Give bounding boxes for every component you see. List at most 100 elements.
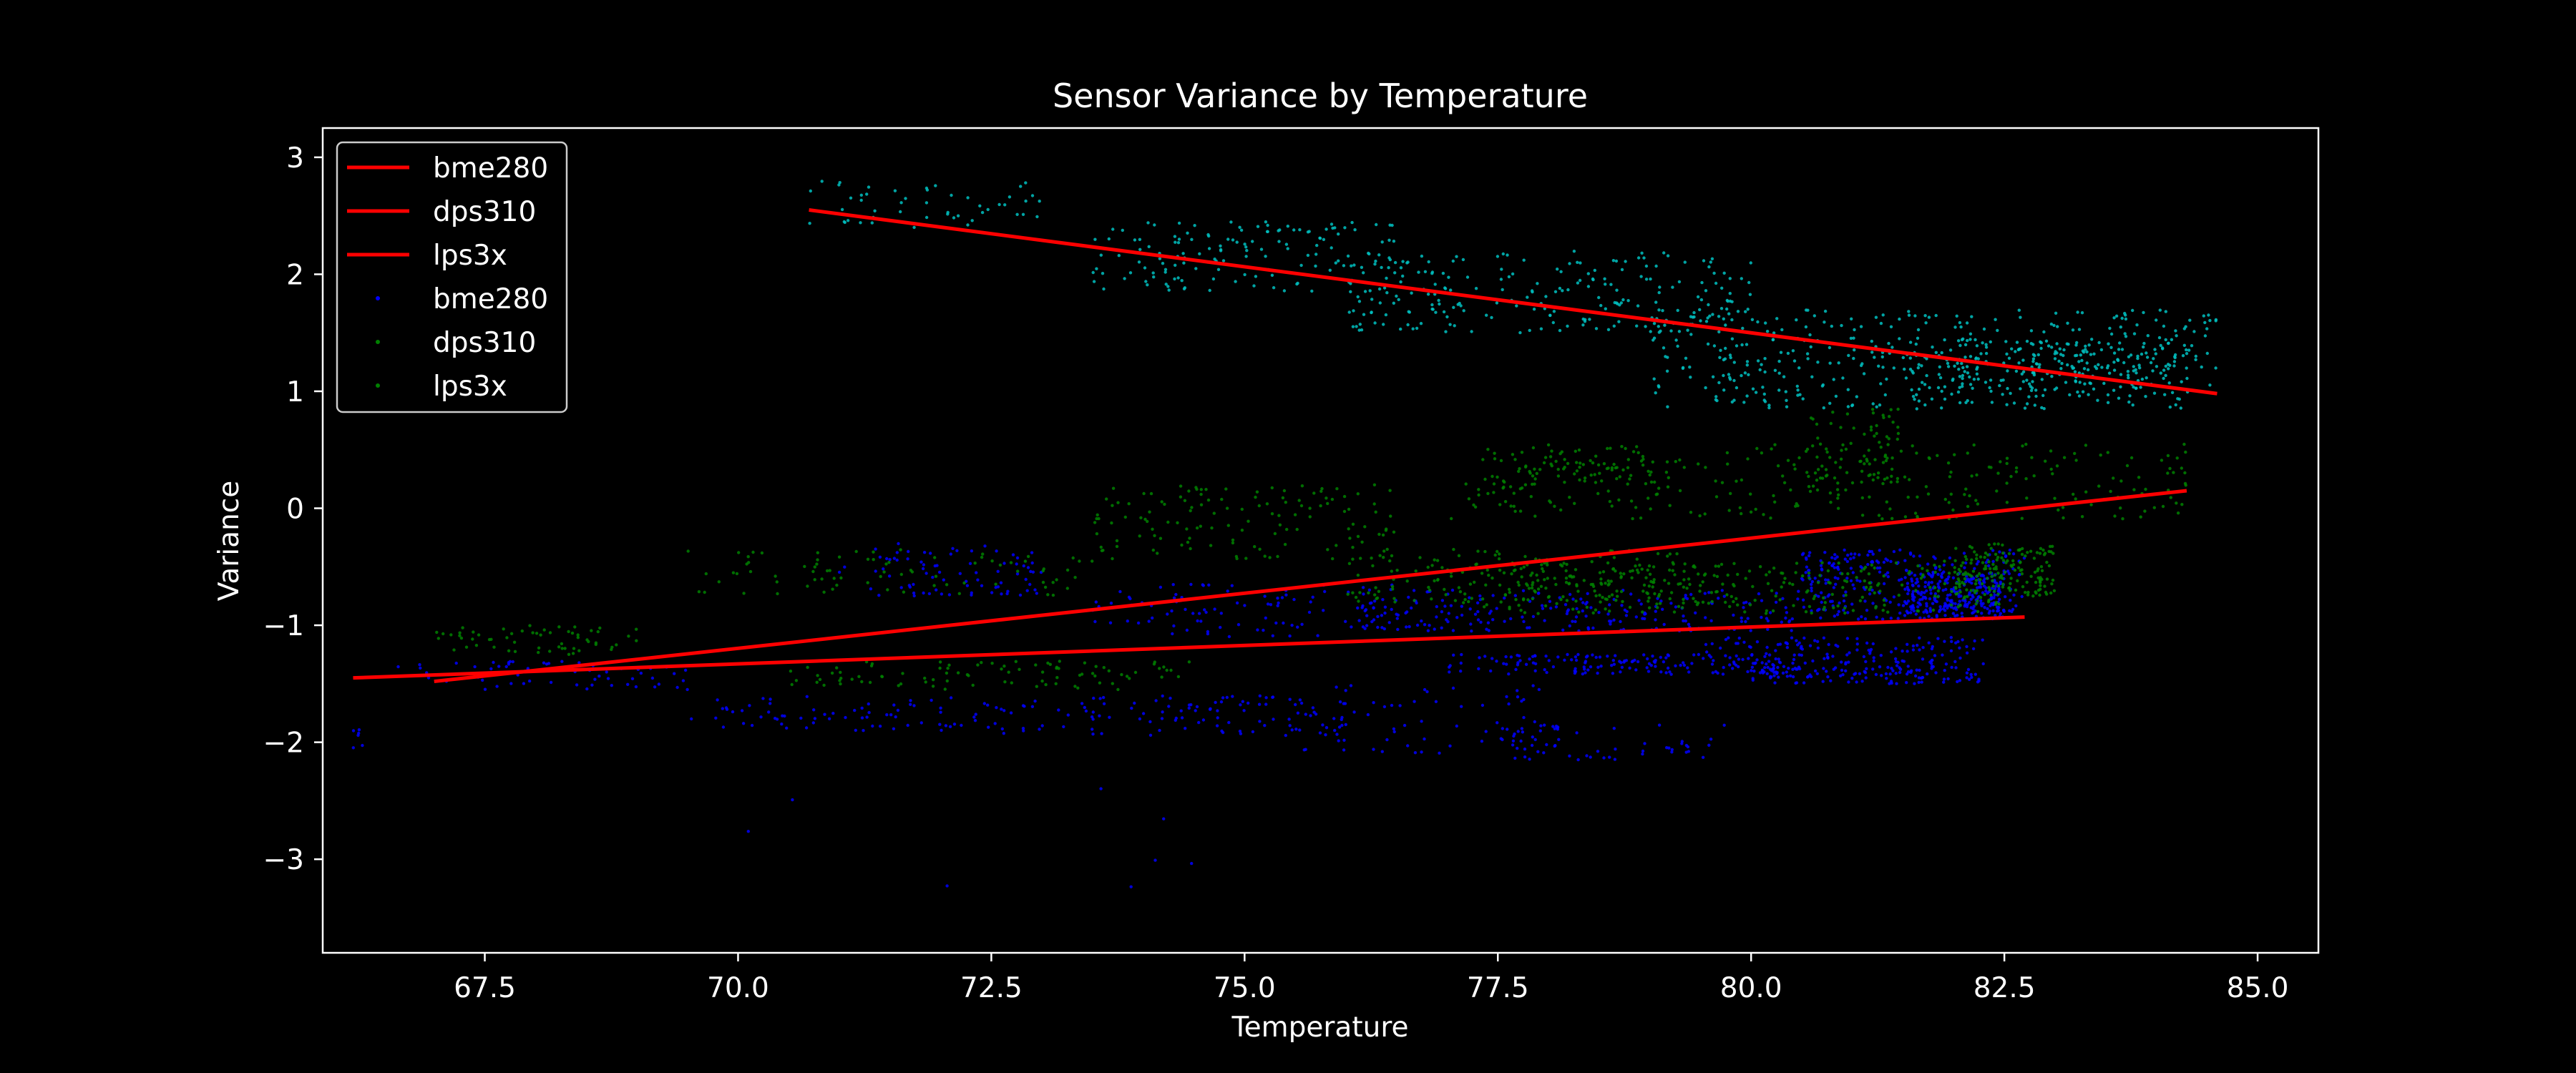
scatter-point xyxy=(1607,582,1611,586)
scatter-point xyxy=(1829,679,1833,682)
scatter-point xyxy=(1916,495,1919,499)
scatter-point xyxy=(1496,475,1499,479)
scatter-point xyxy=(1330,246,1333,250)
x-axis-ticks: 67.5 70.0 72.5 75.0 77.5 80.0 82.5 85.0 xyxy=(454,953,2288,1004)
scatter-point xyxy=(927,592,932,596)
scatter-point xyxy=(1172,596,1176,599)
scatter-point xyxy=(1179,495,1183,499)
scatter-point xyxy=(1531,614,1536,619)
scatter-point xyxy=(1365,614,1369,617)
scatter-point xyxy=(970,593,973,597)
scatter-point xyxy=(1904,376,1908,380)
scatter-point xyxy=(1911,589,1915,594)
scatter-point xyxy=(1850,677,1854,680)
scatter-point xyxy=(1884,672,1888,676)
scatter-point xyxy=(1436,577,1440,582)
scatter-point xyxy=(2080,358,2084,363)
scatter-point xyxy=(1199,524,1203,528)
scatter-point xyxy=(1913,314,1917,318)
scatter-point xyxy=(1343,226,1347,230)
scatter-point xyxy=(1460,604,1464,608)
scatter-point xyxy=(1850,403,1855,407)
scatter-point xyxy=(2042,330,2046,334)
scatter-point xyxy=(1264,702,1268,706)
scatter-point xyxy=(888,558,892,562)
scatter-point xyxy=(1351,325,1355,328)
scatter-point xyxy=(1169,696,1172,700)
scatter-point xyxy=(1995,582,1999,585)
scatter-point xyxy=(1093,521,1097,524)
scatter-point xyxy=(1822,636,1826,640)
scatter-point xyxy=(1426,293,1430,296)
scatter-point xyxy=(776,592,779,596)
scatter-point xyxy=(1483,477,1487,481)
scatter-point xyxy=(1641,749,1645,753)
scatter-point xyxy=(1610,468,1614,472)
scatter-point xyxy=(1526,295,1529,299)
scatter-point xyxy=(1863,579,1866,583)
scatter-point xyxy=(1498,503,1502,506)
scatter-point xyxy=(1496,255,1500,258)
scatter-point xyxy=(1311,595,1314,599)
scatter-point xyxy=(1188,536,1191,540)
scatter-point xyxy=(2208,383,2212,387)
scatter-point xyxy=(1626,458,1630,461)
scatter-point xyxy=(1963,595,1966,599)
scatter-point xyxy=(1349,684,1353,687)
scatter-point xyxy=(1771,338,1775,341)
scatter-point xyxy=(1907,572,1911,575)
scatter-point xyxy=(1174,263,1177,267)
scatter-point xyxy=(1772,331,1776,335)
scatter-point xyxy=(1433,558,1436,562)
scatter-point xyxy=(2001,543,2004,547)
scatter-point xyxy=(1870,339,1873,343)
y-axis-label: Variance xyxy=(213,481,245,601)
scatter-point xyxy=(1742,401,1746,404)
scatter-point xyxy=(1529,495,1533,499)
scatter-point xyxy=(912,594,916,598)
scatter-point xyxy=(1462,309,1465,313)
scatter-point xyxy=(1615,477,1619,481)
scatter-point xyxy=(2174,403,2177,407)
scatter-point xyxy=(1786,351,1790,356)
scatter-point xyxy=(1801,397,1805,401)
scatter-point xyxy=(931,685,935,688)
scatter-point xyxy=(1022,564,1026,568)
scatter-point xyxy=(2023,406,2027,410)
scatter-point xyxy=(1698,514,1702,518)
scatter-point xyxy=(1495,660,1498,663)
scatter-point xyxy=(1915,668,1918,672)
scatter-point xyxy=(1736,642,1740,645)
scatter-point xyxy=(2007,356,2011,360)
scatter-point xyxy=(1765,672,1769,675)
scatter-point xyxy=(1276,554,1279,559)
scatter-point xyxy=(1856,617,1860,621)
scatter-point xyxy=(1298,228,1302,232)
scatter-point xyxy=(1732,378,1736,383)
scatter-point xyxy=(1613,300,1616,305)
scatter-point xyxy=(816,558,819,562)
scatter-point xyxy=(1752,670,1756,673)
scatter-point xyxy=(1390,569,1394,573)
scatter-point xyxy=(2180,503,2184,506)
scatter-point xyxy=(1868,462,1871,466)
scatter-point xyxy=(1666,356,1669,359)
scatter-point xyxy=(2214,366,2218,370)
scatter-point xyxy=(1384,313,1388,317)
scatter-point xyxy=(2032,557,2036,560)
scatter-point xyxy=(1879,382,1883,386)
scatter-point xyxy=(2001,585,2005,589)
x-tick-label: 75.0 xyxy=(1214,972,1276,1004)
scatter-point xyxy=(1372,701,1375,705)
scatter-point xyxy=(1568,624,1571,628)
scatter-point xyxy=(1887,341,1890,346)
scatter-point xyxy=(1176,521,1179,524)
scatter-point xyxy=(1398,704,1402,707)
scatter-point xyxy=(2127,355,2131,358)
legend-label: lps3x xyxy=(433,240,507,272)
scatter-point xyxy=(1702,259,1706,263)
scatter-point xyxy=(1167,288,1171,292)
scatter-point xyxy=(1840,323,1843,328)
scatter-point xyxy=(1098,681,1102,685)
scatter-point xyxy=(1287,717,1291,721)
